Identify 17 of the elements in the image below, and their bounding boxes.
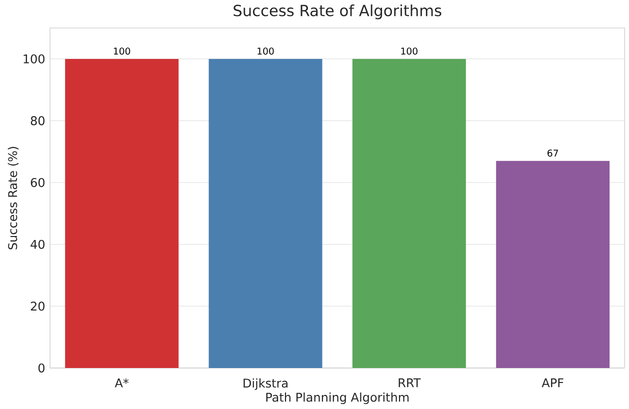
data-label: 67: [548, 150, 558, 157]
y-tick-label: 60: [30, 178, 44, 188]
chart-title: Success Rate of Algorithms: [234, 4, 442, 20]
x-axis-title: Path Planning Algorithm: [266, 392, 409, 404]
x-tick-label: APF: [542, 378, 564, 388]
x-tick-label: Dijkstra: [244, 378, 288, 390]
y-tick-label: 80: [30, 116, 44, 126]
y-tick-label: 40: [30, 240, 44, 250]
data-label: 100: [401, 48, 418, 55]
y-tick-label: 20: [30, 302, 44, 311]
y-tick-label: 0: [38, 364, 44, 373]
data-label: 100: [258, 48, 274, 55]
x-tick-label: RRT: [398, 378, 421, 388]
y-axis-title: Success Rate (%): [8, 147, 19, 250]
x-tick-label: A*: [114, 378, 129, 388]
y-tick-label: 100: [24, 54, 44, 64]
data-label: 100: [114, 48, 130, 55]
